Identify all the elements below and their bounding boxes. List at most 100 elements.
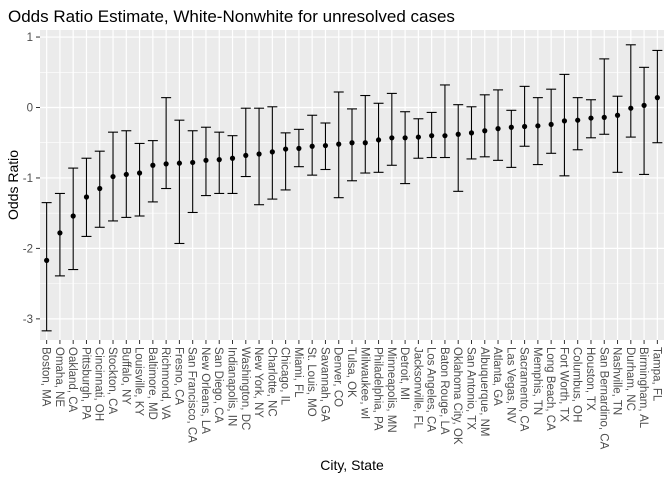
estimate-point [123, 171, 129, 178]
x-tick-label: Long Beach, CA [544, 347, 556, 431]
estimate-point [243, 152, 249, 159]
error-bar [559, 73, 570, 177]
error-bar [147, 140, 158, 203]
estimate-point [110, 173, 116, 180]
estimate-point [455, 131, 461, 137]
error-bar [280, 132, 291, 191]
y-tick-label: -2 [23, 243, 33, 255]
estimate-point [176, 160, 183, 166]
estimate-point [442, 133, 448, 139]
x-tick-label: Memphis, TN [531, 347, 543, 415]
estimate-point [83, 194, 90, 200]
x-axis-title: City, State [320, 457, 384, 473]
x-tick-label: New York, NY [252, 347, 264, 418]
x-tick-label: Los Angeles, CA [425, 347, 437, 432]
x-tick-label: Houston, TX [584, 347, 596, 411]
x-tick-label: Atlanta, GA [491, 347, 503, 406]
estimate-point [256, 151, 262, 157]
estimate-point [97, 185, 103, 192]
estimate-point [535, 123, 541, 129]
estimate-point [216, 157, 222, 163]
estimate-point [575, 117, 581, 123]
estimate-point [429, 133, 435, 139]
x-tick-label: San Antonio, TX [464, 347, 476, 430]
estimate-point [521, 123, 528, 130]
estimate-point [70, 213, 76, 219]
estimate-point [614, 112, 621, 118]
error-bar [240, 107, 251, 178]
x-tick-label: Charlotte, NC [265, 347, 277, 417]
x-tick-label: Nashville, TN [611, 347, 623, 415]
x-tick-label: Baltimore, MD [146, 347, 158, 420]
estimate-point [203, 157, 209, 163]
x-tick-label: Indianapolis, IN [226, 347, 238, 426]
x-tick-label: Stockton, CA [106, 347, 118, 414]
estimate-point [601, 114, 607, 120]
error-bar [612, 95, 623, 173]
estimate-point [641, 102, 647, 108]
error-bar [506, 109, 517, 168]
x-tick-label: Chicago, IL [279, 347, 291, 406]
x-tick-label: Durham, NC [624, 347, 636, 411]
error-bar [572, 97, 583, 151]
x-tick-label: Birmingham, AL [637, 347, 649, 429]
error-bar [479, 94, 490, 158]
estimate-point [322, 142, 329, 149]
x-tick-label: Boston, MA [40, 347, 52, 407]
x-tick-label: San Francisco, CA [186, 347, 198, 443]
estimate-point [136, 170, 143, 176]
error-bar [174, 119, 185, 245]
estimate-point [336, 141, 342, 147]
estimate-point [296, 145, 302, 151]
x-tick-label: Las Vegas, NV [504, 347, 516, 423]
estimate-point [508, 124, 514, 130]
x-tick-label: Sacramento, CA [518, 347, 530, 432]
x-tick-label: Richmond, VA [159, 347, 171, 420]
error-bar [68, 167, 79, 271]
error-bar [360, 94, 371, 174]
x-tick-label: Philadelphia, PA [372, 347, 384, 431]
estimate-point [349, 140, 355, 146]
error-bar [625, 44, 636, 138]
error-bar [639, 66, 650, 175]
y-tick-label: 0 [27, 103, 33, 115]
error-bar [453, 104, 464, 192]
estimate-point [628, 105, 634, 111]
x-tick-label: New Orleans, LA [199, 347, 211, 434]
x-tick-label: Fresno, CA [172, 347, 184, 405]
x-tick-label: Oakland, CA [66, 347, 78, 413]
x-tick-label: Oklahoma City, OK [451, 347, 463, 445]
estimate-point [283, 146, 289, 152]
error-bar [546, 88, 557, 154]
estimate-point [402, 135, 408, 141]
error-bar [41, 202, 52, 332]
x-tick-label: Fort Worth, TX [557, 347, 569, 422]
error-bar [439, 84, 450, 159]
x-axis: Boston, MA Omaha, NE Oakland, CA Pittsburgh… [40, 340, 662, 450]
estimate-point [190, 159, 196, 166]
estimate-point [482, 128, 488, 134]
x-tick-label: Tulsa, OK [345, 347, 357, 398]
estimate-points [44, 95, 660, 263]
error-bar [519, 85, 530, 147]
estimate-point [309, 143, 315, 149]
error-bar [161, 97, 172, 190]
estimate-point [229, 155, 236, 161]
y-axis: -3 -2 -1 0 1 [23, 32, 40, 326]
estimate-point [495, 126, 501, 132]
y-tick-label: -1 [23, 173, 33, 185]
error-bar [214, 131, 225, 195]
estimate-point [468, 130, 475, 136]
estimate-point [163, 161, 169, 167]
x-tick-label: Cincinnati, OH [93, 347, 105, 421]
x-tick-label: Miami, FL [292, 347, 304, 398]
estimate-point [362, 140, 368, 146]
x-tick-label: Tampa, FL [650, 347, 662, 402]
estimate-point [150, 162, 156, 168]
x-tick-label: Louisville, KY [133, 347, 145, 416]
x-tick-label: San Diego, CA [212, 347, 224, 423]
error-bar [386, 92, 397, 166]
estimate-point [44, 257, 50, 263]
